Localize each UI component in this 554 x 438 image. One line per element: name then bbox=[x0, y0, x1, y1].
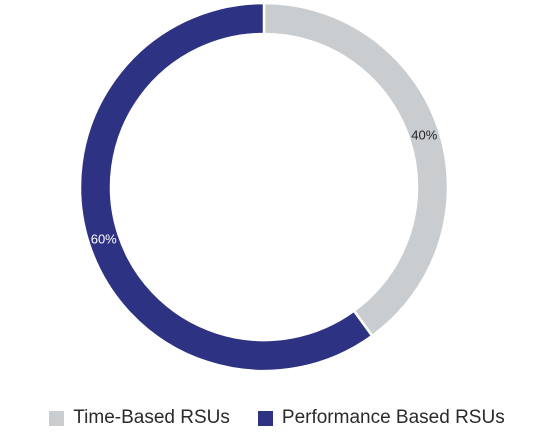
legend-swatch-performance-based bbox=[257, 410, 273, 426]
slice-label-performance-based: 60% bbox=[91, 232, 117, 247]
legend: Time-Based RSUs Performance Based RSUs bbox=[0, 404, 554, 432]
slice-performance-based bbox=[78, 1, 374, 373]
slice-label-time-based: 40% bbox=[411, 127, 437, 142]
legend-label-performance-based: Performance Based RSUs bbox=[281, 407, 505, 428]
legend-swatch-time-based bbox=[49, 410, 65, 426]
legend-item-time-based: Time-Based RSUs bbox=[49, 407, 230, 429]
legend-label-time-based: Time-Based RSUs bbox=[73, 407, 230, 428]
slice-time-based bbox=[262, 1, 450, 338]
legend-item-performance-based: Performance Based RSUs bbox=[257, 407, 505, 429]
